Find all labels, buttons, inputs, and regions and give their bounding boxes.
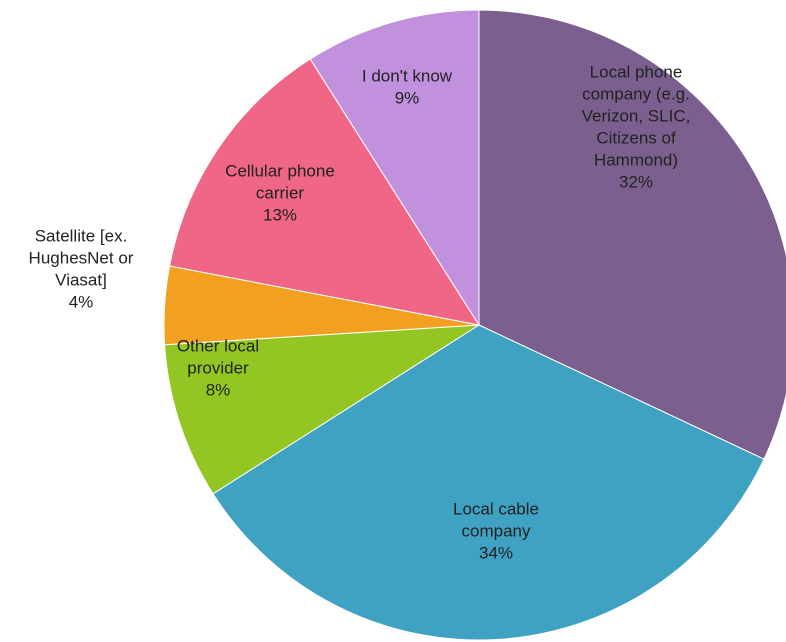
slice-category-label: Verizon, SLIC, xyxy=(582,106,691,125)
slice-category-label: Local cable xyxy=(453,499,539,518)
slice-category-label: Cellular phone xyxy=(225,161,335,180)
pie-slice-5 xyxy=(309,9,480,327)
slice-percent-label: 32% xyxy=(619,172,653,191)
slice-label-0: Local phone company (e.g. Verizon, SLIC, Ci… xyxy=(582,62,691,191)
pie-slice-4 xyxy=(168,58,481,326)
slice-label-2: Other local provider 8% xyxy=(177,336,259,399)
slice-label-1: Local cable company 34% xyxy=(453,499,539,562)
slice-category-label: Citizens of xyxy=(596,128,676,147)
slice-category-label: company xyxy=(462,521,531,540)
slice-percent-label: 4% xyxy=(69,292,94,311)
slice-category-label: provider xyxy=(187,358,249,377)
slice-percent-label: 13% xyxy=(263,205,297,224)
slice-category-label: company (e.g. xyxy=(582,84,690,103)
pie-slice-2 xyxy=(164,324,480,495)
pie-slice-0 xyxy=(478,9,786,460)
slice-percent-label: 9% xyxy=(395,88,420,107)
slice-label-4: Cellular phone carrier 13% xyxy=(225,161,335,224)
slice-category-label: I don't know xyxy=(362,66,453,85)
slice-label-5: I don't know 9% xyxy=(362,66,453,107)
slice-category-label: Local phone xyxy=(590,62,683,81)
slice-percent-label: 34% xyxy=(479,543,513,562)
pie-slice-1 xyxy=(212,324,765,641)
slice-category-label: Other local xyxy=(177,336,259,355)
slice-category-label: Hammond) xyxy=(594,150,678,169)
slice-category-label: Viasat] xyxy=(55,270,107,289)
slice-category-label: Satellite [ex. xyxy=(35,226,128,245)
slice-category-label: HughesNet or xyxy=(29,248,134,267)
slice-percent-label: 8% xyxy=(206,380,231,399)
slice-category-label: carrier xyxy=(256,183,305,202)
slice-label-3: Satellite [ex. HughesNet or Viasat] 4% xyxy=(29,226,134,311)
